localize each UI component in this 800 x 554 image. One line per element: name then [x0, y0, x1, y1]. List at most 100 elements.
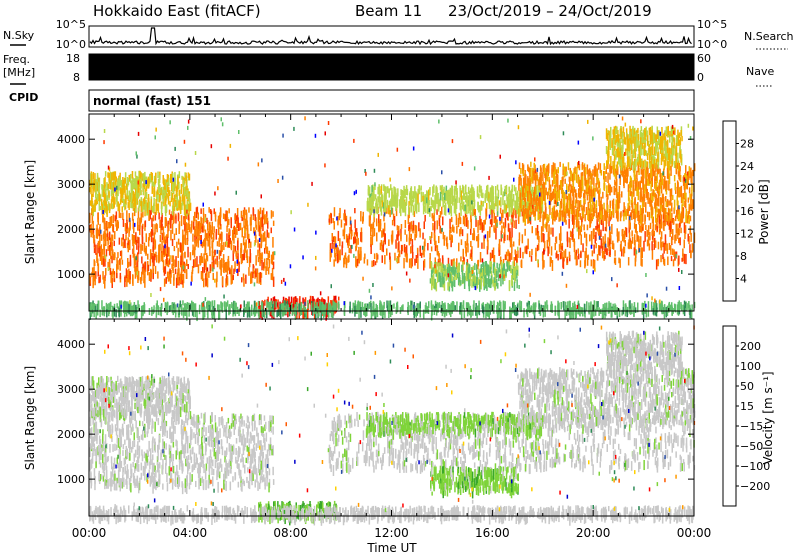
power-data-cell: [615, 181, 618, 190]
power-data-cell: [629, 186, 631, 193]
power-data-cell: [261, 252, 263, 260]
power-data-cell: [360, 232, 362, 242]
power-data-cell: [234, 261, 236, 272]
power-data-cell: [223, 242, 225, 251]
power-data-cell: [172, 263, 174, 271]
power-data-cell: [415, 255, 418, 264]
power-data-cell: [651, 142, 654, 153]
power-data-cell: [132, 218, 134, 230]
power-data-cell: [669, 157, 672, 165]
power-data-cell: [332, 242, 334, 249]
power-data-cell: [590, 309, 592, 319]
power-data-cell: [128, 200, 130, 211]
power-data-cell: [499, 269, 502, 279]
power-data-cell: [117, 178, 119, 187]
power-data-cell: [162, 252, 164, 263]
power-data-cell: [568, 308, 570, 316]
power-data-cell: [641, 169, 644, 176]
power-data-cell: [662, 201, 665, 207]
power-data-cell: [560, 198, 563, 209]
power-data-cell: [519, 300, 521, 311]
power-data-cell: [446, 274, 448, 280]
power-data-cell: [628, 197, 630, 205]
power-data-cell: [613, 137, 615, 145]
power-data-cell: [591, 174, 593, 185]
power-data-cell: [520, 185, 523, 197]
power-data-cell: [456, 270, 459, 279]
power-data-cell: [150, 199, 152, 210]
power-data-cell: [439, 197, 441, 207]
power-data-cell: [94, 173, 96, 183]
power-data-cell: [154, 238, 156, 250]
power-data-cell: [542, 258, 544, 270]
power-data-cell: [177, 247, 179, 258]
power-data-cell: [178, 189, 180, 196]
power-data-cell: [552, 191, 554, 197]
power-data-cell: [631, 200, 633, 208]
power-data-cell: [529, 181, 531, 187]
power-data-cell: [551, 180, 554, 187]
power-data-cell: [548, 176, 550, 183]
power-data-cell: [640, 160, 642, 167]
power-data-cell: [173, 246, 176, 252]
power-data-cell: [690, 171, 692, 183]
power-data-cell: [690, 193, 693, 200]
power-data-cell: [607, 193, 609, 200]
power-data-cell: [674, 145, 677, 154]
power-data-cell: [259, 272, 262, 283]
power-data-cell: [194, 258, 196, 268]
power-data-cell: [568, 251, 571, 259]
power-data-cell: [228, 219, 230, 225]
power-data-cell: [97, 258, 99, 266]
power-data-cell: [293, 296, 295, 305]
power-data-cell: [654, 192, 656, 199]
power-data-cell: [371, 223, 373, 229]
power-data-cell: [591, 310, 593, 321]
power-data-cell: [265, 266, 267, 275]
power-data-cell: [502, 222, 505, 229]
power-data-cell: [465, 265, 468, 273]
power-data-cell: [445, 309, 448, 316]
power-data-cell: [689, 193, 691, 199]
power-data-cell: [615, 150, 617, 160]
power-data-cell: [501, 225, 503, 233]
power-data-cell: [532, 208, 535, 215]
power-data-cell: [571, 186, 573, 193]
power-data-cell: [134, 171, 137, 177]
power-data-cell: [548, 237, 551, 247]
power-data-cell: [607, 237, 609, 248]
power-data-cell: [145, 248, 147, 256]
power-data-cell: [127, 178, 130, 186]
power-data-cell: [132, 182, 134, 189]
power-data-cell: [648, 243, 651, 251]
power-data-cell: [288, 307, 291, 317]
power-data-cell: [266, 246, 268, 254]
power-data-cell: [537, 211, 539, 221]
power-data-cell: [449, 273, 452, 284]
power-data-cell: [659, 143, 661, 150]
power-data-cell: [548, 163, 550, 174]
power-data-cell: [156, 224, 158, 233]
power-data-cell: [207, 239, 209, 247]
power-data-cell: [645, 150, 648, 157]
power-data-cell: [659, 219, 662, 228]
power-data-cell: [595, 301, 598, 311]
power-data-cell: [570, 170, 572, 182]
power-data-cell: [232, 250, 234, 261]
power-data-cell: [551, 260, 554, 271]
power-data-cell: [690, 199, 692, 210]
power-data-cell: [658, 186, 661, 196]
power-data-cell: [158, 256, 160, 264]
power-data-cell: [165, 204, 168, 213]
power-data-cell: [486, 185, 488, 191]
power-data-cell: [431, 231, 433, 239]
power-data-cell: [206, 233, 209, 242]
power-data-cell: [223, 301, 226, 307]
power-data-cell: [389, 300, 392, 309]
power-data-cell: [263, 215, 266, 224]
power-data-cell: [653, 159, 656, 169]
power-data-cell: [89, 226, 92, 233]
power-data-cell: [639, 223, 641, 233]
power-data-cell: [423, 241, 426, 252]
power-data-cell: [104, 171, 107, 177]
